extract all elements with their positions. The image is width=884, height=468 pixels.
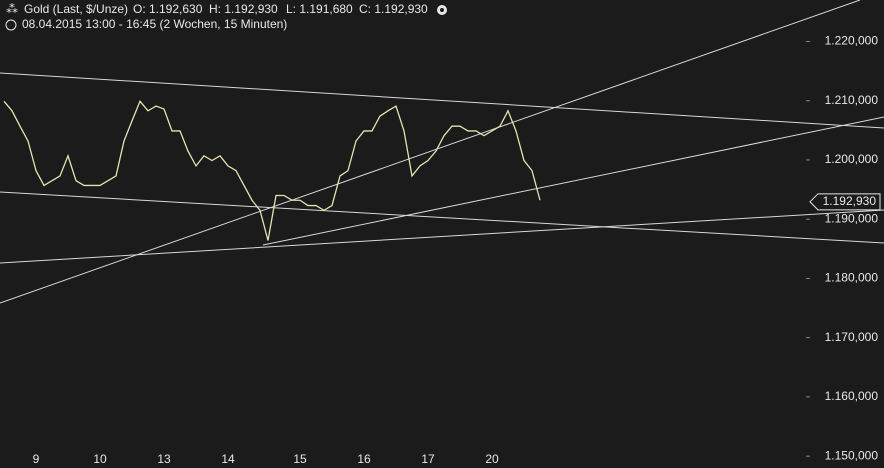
trend-line — [0, 191, 884, 244]
x-tick-label: 15 — [293, 452, 307, 466]
settings-button-dot — [440, 8, 444, 12]
trend-line — [262, 116, 884, 246]
y-tick-label: 1.200,000 — [825, 152, 879, 166]
ohlc-high: H: 1.192,930 — [209, 2, 278, 16]
y-tick-label: 1.170,000 — [825, 330, 879, 344]
x-tick-label: 13 — [157, 452, 171, 466]
price-line — [3, 100, 541, 241]
trend-line — [0, 209, 884, 264]
y-tick-label: 1.180,000 — [825, 271, 879, 285]
x-tick-label: 9 — [33, 452, 40, 466]
trend-line — [0, 72, 884, 129]
ohlc-close: C: 1.192,930 — [359, 2, 428, 16]
last-price-label: 1.192,930 — [823, 194, 877, 208]
x-tick-label: 20 — [485, 452, 499, 466]
y-tick-label: 1.220,000 — [825, 34, 879, 48]
y-tick-label: 1.160,000 — [825, 389, 879, 403]
trend-line — [0, 0, 861, 304]
chart-title: Gold (Last, $/Unze) — [24, 2, 128, 16]
trend-lines — [0, 0, 884, 304]
y-tick-label: 1.150,000 — [825, 448, 879, 462]
chart-subtitle: 08.04.2015 13:00 - 16:45 (2 Wochen, 15 M… — [22, 17, 287, 31]
ohlc-open: O: 1.192,630 — [133, 2, 203, 16]
x-tick-label: 10 — [93, 452, 107, 466]
y-tick-label: 1.190,000 — [825, 211, 879, 225]
ohlc-low: L: 1.191,680 — [286, 2, 353, 16]
chart-icon[interactable]: ⁂ — [6, 2, 18, 16]
clock-icon — [5, 19, 17, 31]
x-tick-label: 17 — [421, 452, 435, 466]
last-price-tag — [809, 193, 881, 211]
y-tick-label: 1.210,000 — [825, 93, 879, 107]
x-tick-label: 14 — [221, 452, 235, 466]
x-tick-label: 16 — [357, 452, 371, 466]
